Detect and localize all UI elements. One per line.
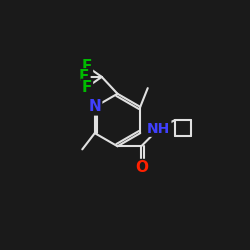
Text: F: F <box>79 69 90 84</box>
Text: F: F <box>82 59 92 74</box>
Text: F: F <box>82 80 92 95</box>
Text: O: O <box>135 160 148 175</box>
Text: NH: NH <box>147 122 171 136</box>
Text: N: N <box>88 99 101 114</box>
